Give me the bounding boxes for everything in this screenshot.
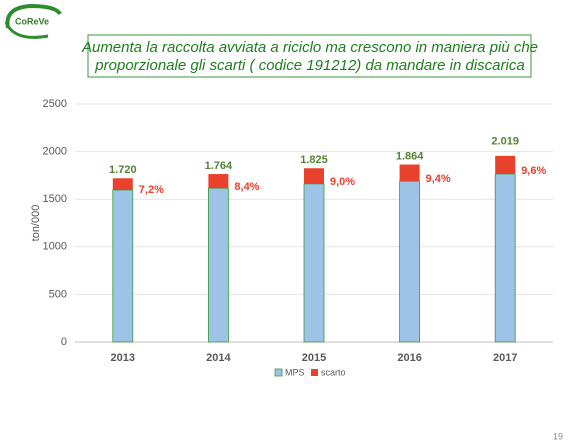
- chart-title: Aumenta la raccolta avviata a riciclo ma…: [81, 39, 538, 56]
- x-tick-label: 2015: [302, 352, 326, 364]
- total-label: 2.019: [491, 136, 519, 148]
- bar-segment: [207, 187, 229, 343]
- x-tick-label: 2014: [206, 352, 231, 364]
- bar-segment: [304, 168, 324, 184]
- bar-segment: [112, 189, 134, 343]
- share-label: 9,0%: [330, 176, 355, 188]
- y-tick-label: 2000: [43, 146, 67, 158]
- total-label: 1.764: [205, 160, 233, 172]
- logo-swoosh: [4, 21, 49, 39]
- bar-segment: [112, 178, 133, 190]
- logo-swoosh: [5, 3, 62, 29]
- y-tick-label: 2500: [43, 98, 67, 110]
- x-tick-label: 2013: [111, 352, 135, 364]
- legend-swatch: [274, 368, 283, 377]
- share-label: 8,4%: [234, 181, 259, 193]
- y-axis-label: ton/000: [30, 205, 42, 242]
- bar-segment: [399, 180, 421, 343]
- x-tick-label: 2017: [493, 352, 517, 364]
- chart-title: proporzionale gli scarti ( codice 191212…: [94, 57, 524, 74]
- share-label: 9,6%: [521, 165, 546, 177]
- legend-label: MPS: [285, 367, 305, 377]
- logo-text: CoReVe: [15, 16, 49, 26]
- bar-segment: [399, 164, 420, 182]
- bar-segment: [208, 174, 229, 189]
- legend-swatch: [311, 369, 318, 376]
- x-tick-label: 2016: [397, 352, 421, 364]
- total-label: 1.720: [109, 164, 137, 176]
- bar-segment: [303, 183, 325, 343]
- legend-label: scarto: [321, 367, 346, 377]
- y-tick-label: 1000: [43, 241, 67, 253]
- bar-segment: [495, 155, 516, 174]
- share-label: 7,2%: [139, 184, 164, 196]
- total-label: 1.825: [300, 154, 328, 166]
- page-number: 19: [553, 431, 563, 441]
- title-box: [87, 34, 532, 78]
- total-label: 1.864: [396, 150, 424, 162]
- bar-segment: [494, 173, 516, 343]
- y-tick-label: 500: [49, 288, 67, 300]
- y-tick-label: 1500: [43, 193, 67, 205]
- y-tick-label: 0: [61, 336, 67, 348]
- share-label: 9,4%: [426, 173, 451, 185]
